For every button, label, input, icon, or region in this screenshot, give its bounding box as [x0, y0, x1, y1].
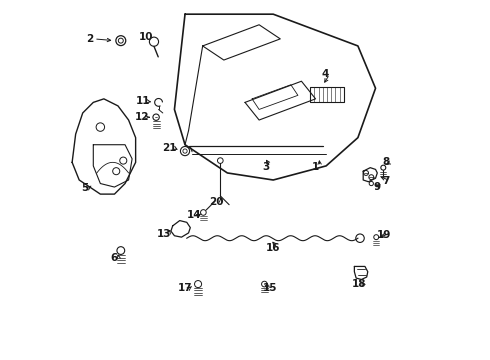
Text: 21: 21	[162, 143, 176, 153]
Text: 11: 11	[135, 96, 150, 106]
Text: 13: 13	[157, 229, 172, 239]
Text: 20: 20	[210, 197, 224, 207]
Text: 19: 19	[376, 230, 391, 240]
Text: 1: 1	[312, 162, 319, 172]
Text: 5: 5	[81, 183, 88, 193]
Bar	[310, 86, 344, 102]
Text: 6: 6	[111, 253, 118, 263]
Text: 7: 7	[382, 176, 390, 186]
Text: 9: 9	[374, 182, 381, 192]
Text: 15: 15	[263, 283, 277, 293]
Text: 12: 12	[135, 112, 149, 122]
Text: 8: 8	[383, 157, 390, 167]
Text: 10: 10	[139, 32, 153, 42]
Text: 18: 18	[351, 279, 366, 289]
Text: 14: 14	[187, 210, 201, 220]
Text: 16: 16	[266, 243, 280, 253]
Text: 3: 3	[263, 162, 270, 172]
Text: 2: 2	[86, 34, 94, 44]
Text: 17: 17	[178, 283, 193, 293]
Text: 4: 4	[322, 69, 329, 79]
